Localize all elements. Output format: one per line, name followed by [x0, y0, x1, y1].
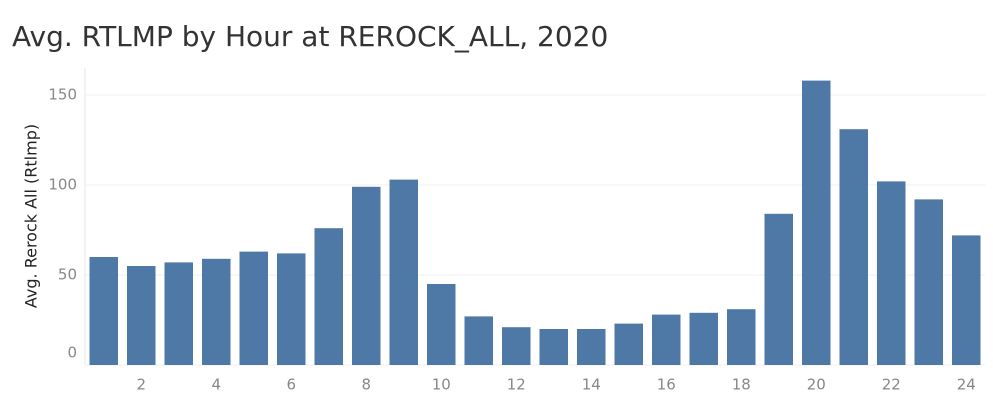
- x-tick-label: 12: [507, 376, 526, 394]
- bar: [277, 253, 306, 365]
- bar: [539, 329, 568, 365]
- bar: [839, 129, 868, 365]
- bar: [314, 228, 343, 365]
- bar: [764, 213, 793, 365]
- x-tick-label: 20: [807, 376, 826, 394]
- bar: [877, 181, 906, 365]
- bar: [802, 80, 831, 365]
- bar: [89, 257, 118, 365]
- bar: [202, 258, 231, 365]
- bar: [914, 199, 943, 365]
- bar: [614, 323, 643, 365]
- bar: [689, 312, 718, 365]
- x-tick-label: 6: [286, 376, 296, 394]
- bar: [239, 251, 268, 365]
- y-tick-label: 0: [67, 344, 77, 362]
- bar: [502, 327, 531, 365]
- bar: [389, 179, 418, 365]
- x-tick-label: 2: [136, 376, 146, 394]
- x-tick-label: 22: [882, 376, 901, 394]
- y-tick-label: 150: [48, 86, 77, 104]
- x-tick-label: 8: [361, 376, 371, 394]
- x-tick-label: 16: [657, 376, 676, 394]
- bar: [577, 329, 606, 365]
- bar: [352, 186, 381, 365]
- x-tick-label: 18: [732, 376, 751, 394]
- bar: [464, 316, 493, 365]
- bar: [952, 235, 981, 365]
- bar: [164, 262, 193, 365]
- x-tick-label: 10: [432, 376, 451, 394]
- y-tick-label: 100: [48, 176, 77, 194]
- x-tick-label: 14: [582, 376, 601, 394]
- bar: [427, 284, 456, 365]
- bar: [652, 314, 681, 365]
- bar: [727, 309, 756, 365]
- y-tick-label: 50: [58, 266, 77, 284]
- y-axis-label: Avg. Rerock All (Rtlmp): [22, 124, 41, 308]
- chart-title: Avg. RTLMP by Hour at REROCK_ALL, 2020: [12, 20, 608, 53]
- bar: [127, 266, 156, 365]
- x-tick-label: 24: [957, 376, 976, 394]
- x-tick-label: 4: [211, 376, 221, 394]
